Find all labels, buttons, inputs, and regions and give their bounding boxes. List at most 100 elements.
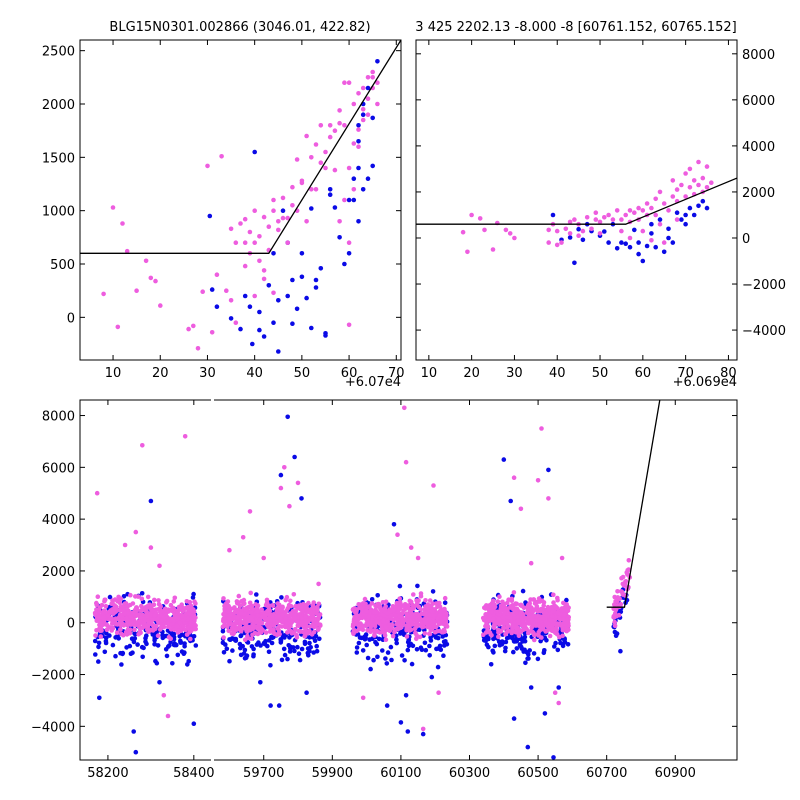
magenta-point	[93, 633, 98, 638]
magenta-point	[381, 618, 386, 624]
blue-point	[96, 644, 101, 650]
blue-point	[368, 666, 373, 672]
magenta-point	[141, 619, 147, 625]
magenta-point	[306, 600, 311, 606]
magenta-point	[379, 629, 385, 635]
magenta-point	[327, 123, 333, 128]
magenta-point	[110, 205, 116, 210]
magenta-point	[233, 320, 239, 326]
magenta-point	[404, 634, 410, 639]
magenta-point	[661, 240, 667, 245]
magenta-point	[261, 214, 267, 220]
magenta-point	[288, 623, 293, 629]
magenta-point	[226, 603, 231, 609]
magenta-point	[709, 180, 714, 185]
magenta-point	[627, 235, 633, 241]
blue-point	[290, 277, 295, 283]
blue-point	[602, 229, 607, 234]
magenta-point	[431, 483, 436, 488]
magenta-point	[559, 623, 564, 628]
magenta-point	[700, 175, 706, 181]
magenta-point	[597, 231, 603, 236]
magenta-point	[490, 247, 496, 252]
blue-point	[443, 639, 448, 644]
magenta-point	[572, 217, 577, 222]
magenta-point	[276, 602, 282, 608]
blue-point	[121, 594, 127, 599]
magenta-point	[368, 628, 373, 634]
magenta-point	[428, 627, 434, 632]
magenta-point	[195, 346, 201, 351]
magenta-point	[427, 631, 433, 637]
magenta-point	[151, 602, 157, 607]
magenta-point	[356, 91, 361, 96]
magenta-point	[225, 599, 231, 604]
magenta-point	[112, 608, 117, 614]
blue-point	[299, 496, 304, 501]
magenta-point	[304, 629, 309, 634]
blue-point	[612, 629, 618, 635]
panel-right-frame	[415, 39, 738, 361]
panel-right-x-offset: +6.069e4	[673, 375, 737, 390]
magenta-point	[270, 603, 276, 608]
blue-point	[144, 633, 149, 638]
magenta-point	[304, 133, 309, 139]
magenta-point	[118, 607, 123, 613]
model-line	[80, 40, 401, 254]
magenta-point	[555, 610, 561, 616]
magenta-point	[440, 608, 446, 614]
magenta-point	[649, 238, 654, 243]
magenta-point	[228, 226, 234, 232]
magenta-point	[249, 610, 254, 615]
magenta-point	[427, 612, 432, 618]
magenta-point	[261, 276, 267, 282]
blue-point	[356, 165, 361, 171]
magenta-point	[164, 598, 170, 604]
blue-point	[230, 648, 235, 653]
magenta-point	[254, 605, 260, 611]
magenta-point	[290, 203, 295, 208]
segment-plot-area-s1	[92, 434, 199, 755]
blue-point	[160, 633, 165, 638]
magenta-point	[432, 629, 438, 635]
magenta-point	[346, 80, 352, 85]
magenta-point	[377, 605, 383, 610]
magenta-point	[263, 630, 269, 635]
blue-point	[406, 643, 412, 649]
magenta-point	[148, 545, 154, 550]
magenta-point	[614, 208, 620, 213]
magenta-point	[241, 597, 247, 603]
blue-point	[172, 641, 177, 646]
magenta-point	[327, 134, 333, 140]
magenta-point	[185, 604, 191, 610]
magenta-point	[115, 324, 121, 330]
magenta-point	[301, 601, 306, 607]
magenta-point	[271, 197, 276, 203]
magenta-point	[640, 228, 646, 234]
magenta-point	[489, 609, 495, 615]
magenta-point	[382, 608, 387, 614]
magenta-point	[394, 626, 400, 632]
blue-point	[365, 655, 371, 661]
magenta-point	[435, 601, 441, 606]
magenta-point	[245, 633, 250, 639]
blue-point	[276, 298, 281, 303]
magenta-point	[103, 603, 109, 609]
y-tick-label: 8000	[42, 410, 75, 425]
magenta-point	[625, 568, 630, 573]
magenta-point	[238, 221, 243, 226]
magenta-point	[120, 604, 125, 609]
magenta-point	[295, 480, 301, 486]
magenta-point	[396, 618, 401, 623]
magenta-point	[492, 622, 497, 628]
blue-point	[356, 219, 361, 224]
magenta-point	[351, 101, 357, 107]
blue-point	[346, 197, 352, 203]
magenta-point	[362, 596, 368, 602]
magenta-point	[138, 630, 143, 636]
magenta-point	[254, 609, 260, 615]
blue-point	[332, 205, 338, 210]
magenta-point	[408, 545, 414, 550]
magenta-point	[483, 606, 489, 611]
magenta-point	[551, 608, 556, 614]
